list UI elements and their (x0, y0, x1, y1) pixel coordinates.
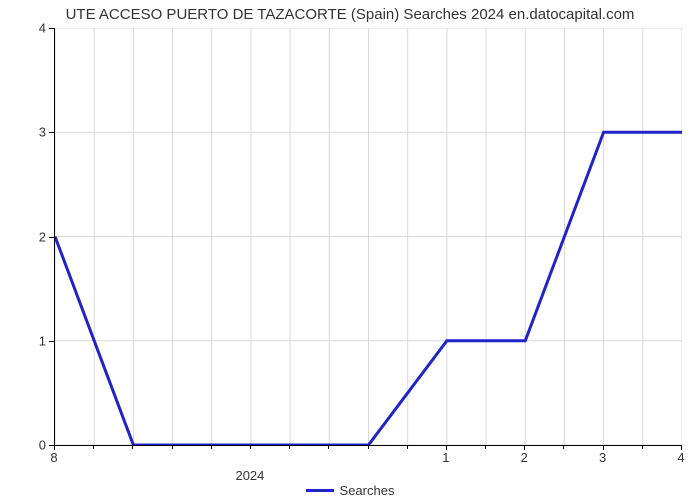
gridlines (55, 28, 682, 445)
y-tick-label: 1 (6, 333, 46, 348)
chart-container: { "chart": { "type": "line", "title": "U… (0, 0, 700, 500)
legend-label: Searches (340, 483, 395, 498)
legend: Searches (0, 483, 700, 498)
x-tick-label: 4 (677, 450, 684, 465)
plot-area (54, 28, 682, 446)
y-tick-label: 4 (6, 21, 46, 36)
x-axis-label: 2024 (235, 468, 264, 483)
chart-title: UTE ACCESO PUERTO DE TAZACORTE (Spain) S… (0, 6, 700, 23)
legend-swatch (306, 489, 334, 492)
y-tick-label: 2 (6, 229, 46, 244)
x-tick-label: 3 (599, 450, 606, 465)
x-tick-label: 2 (521, 450, 528, 465)
x-tick-label: 1 (442, 450, 449, 465)
y-tick-label: 3 (6, 125, 46, 140)
y-tick-label: 0 (6, 438, 46, 453)
x-tick-label: 8 (50, 450, 57, 465)
